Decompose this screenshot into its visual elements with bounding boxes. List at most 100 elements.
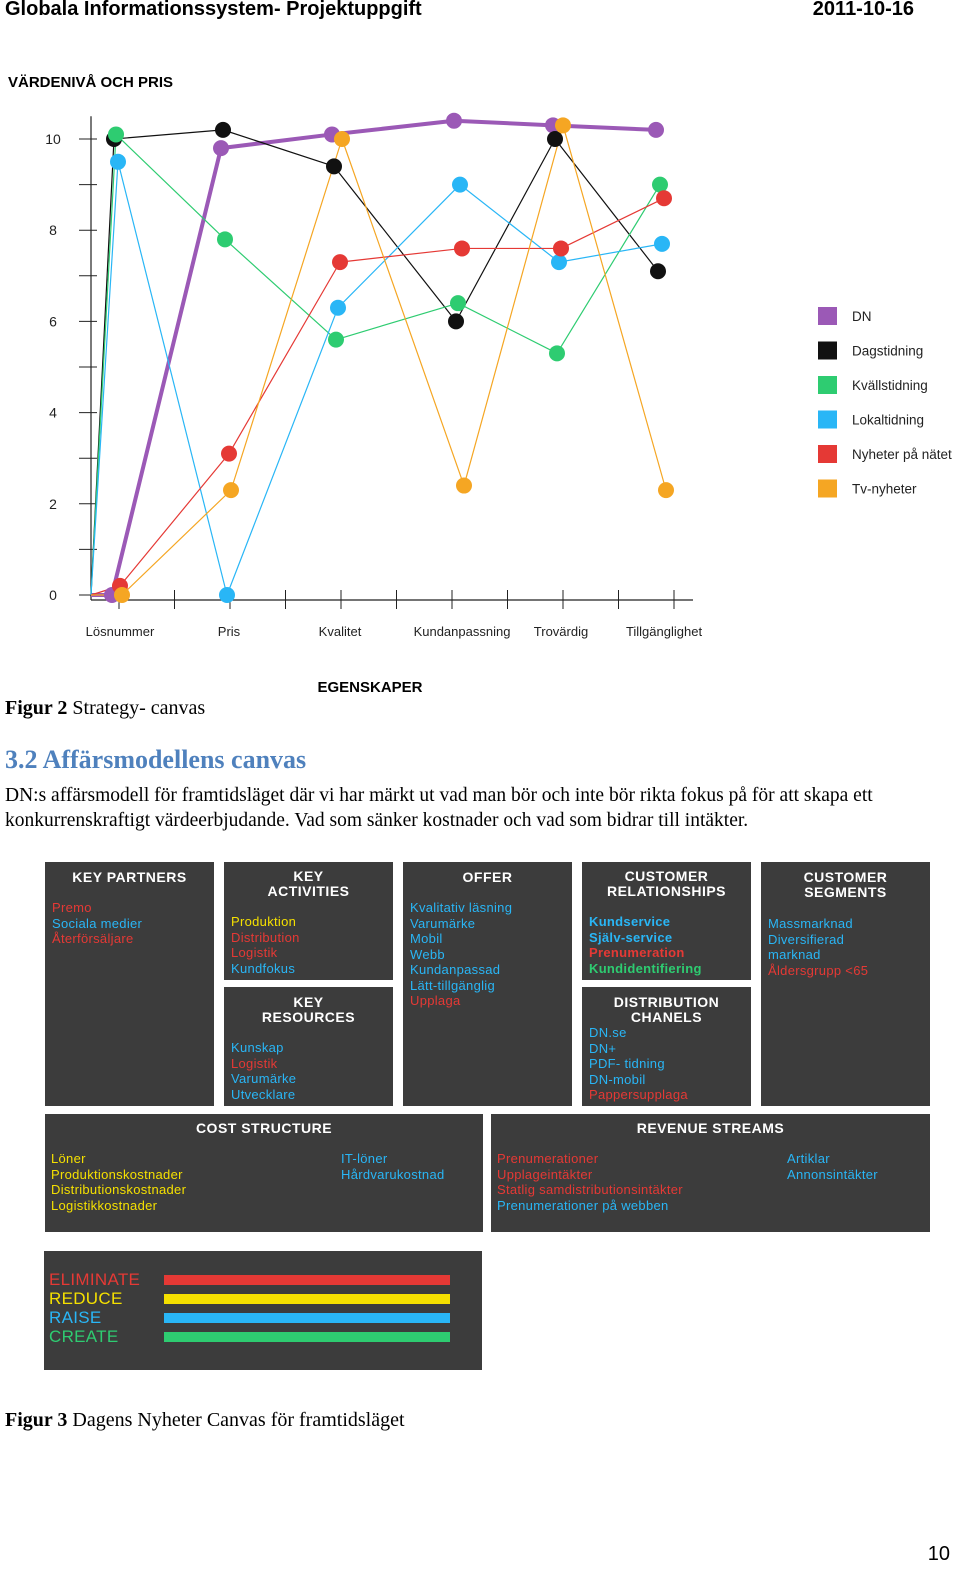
canvas-offer: OFFER Kvalitativ läsning Varumärke Mobil We… [403,862,572,1106]
canvas-key-partners: KEY PARTNERS Premo Sociala medier Återförs… [45,862,214,1106]
cost-structure-left-items: Löner Produktionskostnader Distributionsko… [51,1151,186,1213]
series-line-1 [90,129,659,596]
distribution-channels-title: DISTRIBUTION CHANELS [613,994,720,1025]
revenue-streams-item: Artiklar [787,1151,830,1166]
key-partners-title: KEY PARTNERS [72,869,187,885]
legend-label: Kvällstidning [852,378,928,393]
revenue-streams-item: Statlig samdistributionsintäkter [497,1182,683,1197]
revenue-streams-right-items: Artiklar Annonsintäkter [787,1151,878,1182]
key-partners-item: Premo [52,900,92,915]
document-header-date: 2011-10-16 [812,0,914,20]
customer-relationships-items: Kundservice Själv-service Prenumeration Kun… [589,914,702,976]
canvas-key-activities: KEY ACTIVITIES Produktion Distribution Log… [224,862,393,980]
distribution-channels-items: DN.se DN+ PDF- tidning DN-mobil Pappersuppla… [589,1025,688,1103]
x-tick-label: Kvalitet [319,624,362,639]
data-point [217,231,233,248]
err-label-eliminate: ELIMINATE [49,1270,141,1289]
distribution-channels-item: DN+ [589,1040,617,1056]
canvas-customer-segments: CUSTOMER SEGMENTS Massmarknad Diversifier… [761,862,930,1106]
figure-2-label: Figur 2 [5,697,68,719]
cost-structure-item: IT-löner [341,1151,388,1166]
key-activities-item: Distribution [231,929,300,945]
revenue-streams-item: Prenumerationer på webben [497,1197,669,1213]
offer-items: Kvalitativ läsning Varumärke Mobil Webb Kund… [410,900,512,1009]
data-point [553,240,569,257]
distribution-channels-item: PDF- tidning [589,1056,665,1071]
key-activities-item: Logistik [231,945,278,960]
series-line-5 [91,124,667,596]
customer-relationships-item: Kundservice [589,914,671,929]
err-label-raise: RAISE [49,1308,102,1327]
data-point [656,190,672,207]
legend-label: DN [852,309,872,324]
x-tick-label: Lösnummer [86,624,155,639]
canvas-customer-relationships: CUSTOMER RELATIONSHIPS Kundservice Själv-… [582,862,751,980]
data-point [654,235,670,252]
legend-swatch [818,445,837,463]
data-point [110,153,126,170]
revenue-streams-title: REVENUE STREAMS [636,1120,785,1136]
y-tick-label: 2 [49,496,57,512]
canvas-distribution-channels: DISTRIBUTION CHANELS DN.se DN+ PDF- tidnin… [582,987,751,1106]
revenue-streams-item: Prenumerationer [497,1151,599,1166]
y-tick-label: 8 [49,222,57,238]
data-point [330,299,346,316]
data-point [108,126,124,143]
data-point [555,117,571,134]
data-point [223,482,239,499]
canvas-cost-structure: COST STRUCTURE Löner Produktionskostnader… [45,1114,483,1232]
key-activities-item: Produktion [231,914,297,929]
y-tick-label: 6 [49,313,57,329]
offer-item: Kundanpassad [410,962,501,977]
customer-relationships-item: Prenumeration [589,945,685,960]
offer-item: Upplaga [410,993,461,1008]
figure-2-text: Strategy- canvas [72,697,206,719]
x-tick-label: Trovärdig [534,624,588,639]
offer-item: Kvalitativ läsning [410,900,513,915]
key-resources-item: Varumärke [231,1071,297,1086]
err-bar-eliminate [164,1275,450,1285]
customer-segments-item: Massmarknad [768,916,853,931]
cost-structure-item: Produktionskostnader [51,1166,183,1182]
x-tick-label: Pris [218,624,241,639]
err-bar-reduce [164,1294,450,1304]
offer-item: Mobil [410,931,443,946]
strategy-canvas-chart: 0 2 4 6 8 10 Lösnummer Pris Kvalitet Kundanpassni… [45,112,952,695]
data-point [326,158,342,175]
customer-segments-item: Åldersgrupp <65 [768,962,869,978]
legend-swatch [818,410,837,429]
y-tick-label: 10 [45,131,61,147]
data-point [648,121,664,138]
figure-2-caption: Figur 2 Strategy- canvas [5,697,205,720]
err-legend-box: ELIMINATE REDUCE RAISE CREATE [44,1251,482,1370]
revenue-streams-left-items: Prenumerationer Upplageintäkter Statlig sa… [497,1151,683,1213]
customer-segments-items: Massmarknad Diversifierad marknad Åldersgru… [768,916,868,978]
cost-structure-item: Hårdvarukostnad [341,1166,445,1182]
customer-relationships-item: Kundidentifiering [589,960,702,976]
cost-structure-item: Logistikkostnader [51,1197,158,1213]
cost-structure-item: Distributionskostnader [51,1182,187,1197]
document-header-title: Globala Informationssystem- Projektuppgi… [5,0,422,20]
revenue-streams-item: Annonsintäkter [787,1166,878,1182]
series-line-2 [90,133,661,596]
data-point [213,140,229,157]
data-point [454,240,470,257]
cost-structure-item: Löner [51,1151,86,1166]
x-axis-label: EGENSKAPER [317,679,422,695]
x-tick-label: Kundanpassning [414,624,511,639]
data-point [658,482,674,499]
offer-item: Lätt-tillgänglig [410,977,496,993]
page-number: 10 [927,1543,950,1565]
figure-3-text: Dagens Nyheter Canvas för framtidsläget [72,1409,405,1431]
figure-3-label: Figur 3 [5,1409,68,1431]
key-activities-item: Kundfokus [231,960,296,976]
legend-label: Dagstidning [852,344,923,359]
canvas-key-resources: KEY RESOURCES Kunskap Logistik Varumärke Ut… [224,987,393,1106]
key-activities-title: KEY ACTIVITIES [267,868,350,899]
legend-label: Tv-nyheter [852,482,917,497]
offer-title: OFFER [462,869,513,885]
customer-segments-item: Diversifierad [768,931,845,947]
data-point [334,131,350,147]
data-point [551,254,567,271]
legend-label: Nyheter på nätet [852,447,952,462]
